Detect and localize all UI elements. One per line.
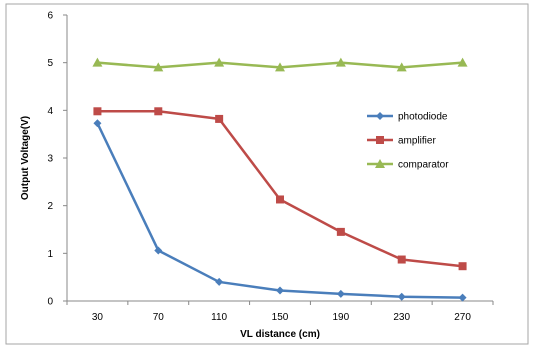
photodiode-point xyxy=(458,293,467,302)
legend-label: photodiode xyxy=(398,112,448,123)
x-tick-label: 230 xyxy=(393,312,410,323)
comparator-point xyxy=(214,57,225,67)
x-tick-label: 270 xyxy=(454,312,471,323)
comparator-point xyxy=(153,62,164,72)
y-axis-title: Output Voltage(V) xyxy=(20,116,31,200)
series-photodiode xyxy=(93,119,467,302)
amplifier-point xyxy=(215,114,224,123)
legend-label: comparator xyxy=(398,160,449,171)
series-comparator xyxy=(92,57,468,72)
y-tick-label: 1 xyxy=(47,249,53,260)
comparator-point xyxy=(92,57,103,67)
photodiode-point xyxy=(276,286,284,295)
photodiode-point xyxy=(336,289,345,298)
comparator-point xyxy=(396,62,407,72)
series-group xyxy=(92,57,468,302)
x-tick-label: 70 xyxy=(153,312,165,323)
y-tick-label: 3 xyxy=(47,154,53,165)
legend-swatch-marker xyxy=(376,112,384,120)
amplifier-point xyxy=(154,107,163,116)
legend-swatch-marker xyxy=(376,136,384,144)
x-tick-label: 150 xyxy=(272,312,289,323)
x-tick-label: 110 xyxy=(211,312,227,323)
y-tick-group: 0 1 2 3 4 5 6 xyxy=(47,11,67,308)
photodiode-point xyxy=(93,119,102,128)
legend-label: amplifier xyxy=(398,136,436,147)
x-axis-title: VL distance (cm) xyxy=(240,329,320,340)
y-tick-label: 2 xyxy=(47,201,53,212)
y-tick-label: 4 xyxy=(47,106,53,117)
photodiode-point xyxy=(215,277,224,286)
legend-item-amplifier: amplifier xyxy=(367,136,436,147)
x-tick-label: 190 xyxy=(333,312,350,323)
photodiode-point xyxy=(397,292,406,301)
photodiode-point xyxy=(154,246,163,255)
amplifier-point xyxy=(336,227,345,236)
comparator-point xyxy=(275,62,285,72)
amplifier-point xyxy=(93,107,102,116)
y-tick-label: 5 xyxy=(47,58,53,69)
y-tick-label: 0 xyxy=(47,297,53,308)
comparator-point xyxy=(335,57,346,67)
x-tick-group: 30 70 110 150 190 230 270 xyxy=(66,301,494,323)
comparator-point xyxy=(457,57,468,67)
legend-swatch-marker xyxy=(375,159,385,168)
legend: photodiode amplifier comparator xyxy=(367,112,449,171)
x-tick-label: 30 xyxy=(92,312,104,323)
legend-item-comparator: comparator xyxy=(367,159,449,171)
amplifier-point xyxy=(458,262,467,271)
amplifier-point xyxy=(276,195,284,204)
amplifier-point xyxy=(397,255,406,264)
y-tick-label: 6 xyxy=(47,11,53,22)
legend-item-photodiode: photodiode xyxy=(367,112,448,123)
series-amplifier xyxy=(93,107,467,271)
chart-border xyxy=(5,3,529,345)
